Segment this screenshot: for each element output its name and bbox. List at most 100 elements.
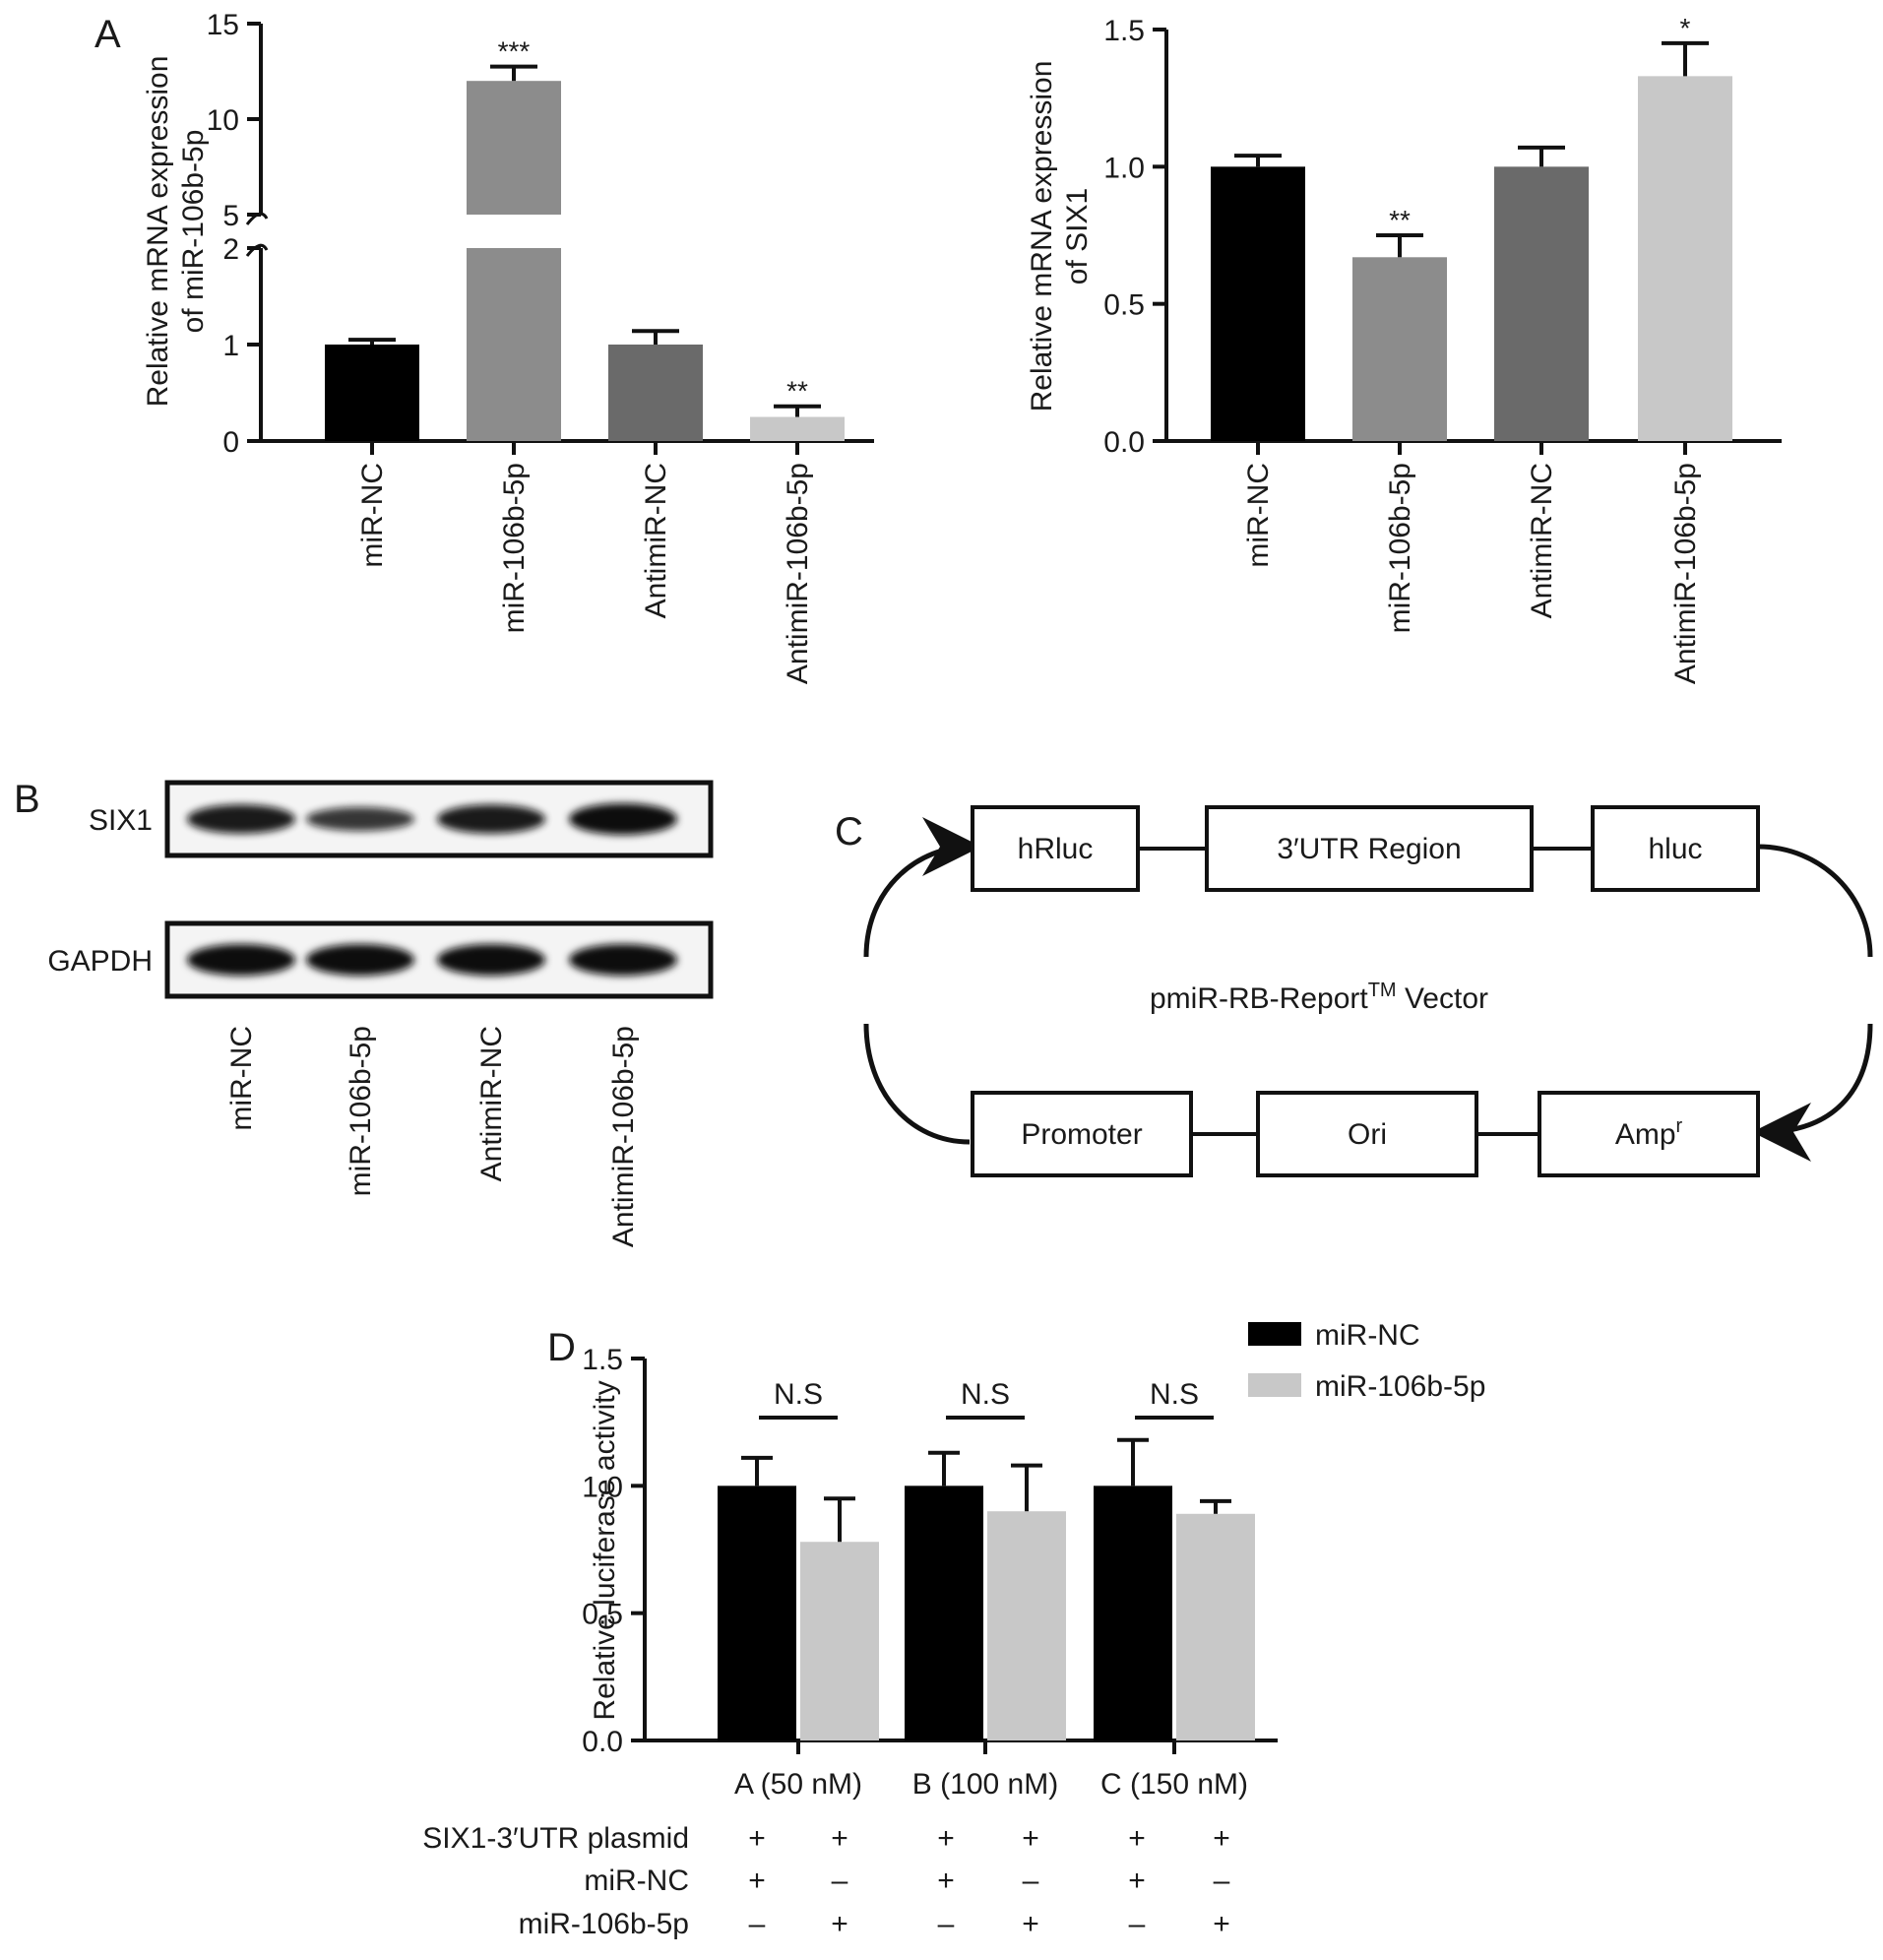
lane-label: AntimiR-106b-5p: [607, 1026, 640, 1247]
ampr-superscript: r: [1676, 1115, 1683, 1137]
table-cell: –: [1214, 1865, 1230, 1897]
y-tick-label: 1.0: [1103, 152, 1145, 184]
table-cell: +: [748, 1822, 766, 1855]
box-ori: [1256, 1091, 1478, 1177]
y-tick-label: 1.5: [1103, 15, 1145, 47]
legend-label: miR-NC: [1315, 1319, 1420, 1352]
y-tick-label: 2: [222, 233, 239, 266]
table-row-label: miR-NC: [584, 1865, 689, 1897]
table-cell: –: [1129, 1908, 1146, 1940]
significance-marker: *: [1680, 13, 1691, 43]
treatment-table: SIX1-3′UTR plasmid + + + + + + miR-NC + – + – + – miR-…: [422, 1822, 1229, 1940]
y-axis-label-line: of SIX1: [1061, 188, 1094, 285]
chart-mir106b-expression: 0 1 25 10 15 Relative mRNA expression of miR-1…: [142, 9, 874, 684]
protein-band: [437, 944, 545, 976]
vector-caption-tm: TM: [1368, 980, 1397, 1001]
legend-swatch: [1248, 1373, 1301, 1397]
table-cell: +: [937, 1822, 955, 1855]
bar: [1211, 166, 1305, 442]
box-3utr-region-label: 3′UTR Region: [1277, 833, 1461, 865]
box-hluc: [1591, 805, 1760, 892]
loop-arc-top-right: [1757, 844, 1873, 958]
y-axis-label: Relative luciferase activity: [589, 1380, 621, 1720]
blot-row-label: GAPDH: [47, 945, 153, 978]
bar: [1094, 1486, 1172, 1740]
y-tick-label: 0.5: [582, 1599, 623, 1631]
table-row-label: miR-106b-5p: [519, 1908, 689, 1940]
bar: [718, 1486, 796, 1740]
legend-label: miR-106b-5p: [1315, 1370, 1485, 1403]
protein-band: [306, 944, 414, 976]
y-tick-label: 0.0: [1103, 426, 1145, 459]
protein-band: [306, 806, 414, 832]
bar: [1494, 166, 1589, 442]
bar: [987, 1511, 1066, 1740]
significance-label: N.S: [961, 1378, 1010, 1411]
y-axis-label-line: of miR-106b-5p: [177, 130, 210, 334]
box-hrluc-label: hRluc: [1018, 833, 1094, 865]
bar: [1638, 76, 1732, 441]
lane-label: AntimiR-NC: [475, 1026, 508, 1181]
protein-band: [569, 803, 677, 835]
table-row-label: SIX1-3′UTR plasmid: [422, 1822, 689, 1855]
x-tick-label: A (50 nM): [734, 1768, 862, 1801]
lane-label: miR-106b-5p: [345, 1026, 377, 1196]
panel-label-a: A: [94, 13, 121, 56]
box-ori-label: Ori: [1348, 1118, 1387, 1151]
lane-label: miR-NC: [225, 1026, 258, 1131]
panel-label-d: D: [547, 1326, 576, 1369]
bar: [608, 345, 703, 441]
bar: [750, 416, 845, 441]
y-tick-label: 5: [222, 200, 239, 232]
box-ampr: [1538, 1091, 1760, 1177]
x-tick-label: miR-106b-5p: [498, 463, 531, 633]
loop-arc-top-left: [863, 817, 981, 958]
x-tick-label: AntimiR-106b-5p: [782, 463, 814, 684]
x-tick-label: miR-NC: [1242, 463, 1275, 568]
box-3utr-region: [1205, 805, 1534, 892]
y-axis-label: Relative mRNA expression of SIX1: [1026, 61, 1094, 412]
x-tick-label: B (100 nM): [912, 1768, 1058, 1801]
panel-label-b: B: [14, 778, 40, 821]
bar: [905, 1486, 983, 1740]
y-tick-label: 0: [222, 426, 239, 459]
table-cell: +: [1022, 1822, 1039, 1855]
bar-lower-segment: [467, 248, 561, 441]
table-cell: +: [1128, 1865, 1146, 1897]
table-cell: +: [937, 1865, 955, 1897]
vector-caption-main: pmiR-RB-Report: [1150, 982, 1368, 1015]
significance-marker: ***: [498, 36, 531, 67]
panel-label-c: C: [835, 810, 863, 854]
protein-band: [187, 804, 295, 834]
box-promoter: [971, 1091, 1193, 1177]
box-hluc-label: hluc: [1648, 833, 1702, 865]
x-tick-label: miR-NC: [356, 463, 389, 568]
table-cell: –: [938, 1908, 955, 1940]
y-axis-label-line: Relative mRNA expression: [1026, 61, 1058, 412]
table-cell: –: [832, 1865, 848, 1897]
y-tick-label: 1: [222, 330, 239, 362]
chart-luciferase-activity: 0.0 0.5 1.0 1.5 Relative luciferase activity…: [582, 1319, 1485, 1801]
y-axis-label: Relative mRNA expression of miR-106b-5p: [142, 56, 210, 408]
table-cell: +: [831, 1908, 848, 1940]
protein-band: [187, 944, 295, 976]
box-ampr-label: Ampr: [1615, 1115, 1683, 1151]
y-tick-label: 1.0: [582, 1471, 623, 1503]
table-cell: –: [749, 1908, 766, 1940]
box-promoter-label: Promoter: [1021, 1118, 1142, 1151]
ampr-text: Amp: [1615, 1118, 1676, 1151]
protein-band: [569, 944, 677, 976]
loop-arc-bottom-left: [863, 1023, 971, 1145]
table-cell: –: [1023, 1865, 1039, 1897]
loop-arc-bottom-right: [1752, 1023, 1873, 1162]
y-tick-label: 0.5: [1103, 289, 1145, 322]
protein-band: [437, 804, 545, 834]
significance-label: N.S: [774, 1378, 823, 1411]
y-tick-label: 15: [207, 9, 239, 41]
legend-swatch: [1248, 1322, 1301, 1346]
x-tick-label: C (150 nM): [1100, 1768, 1248, 1801]
table-cell: +: [1022, 1908, 1039, 1940]
chart-six1-expression: 0.0 0.5 1.0 1.5 Relative mRNA expression of S…: [1026, 13, 1782, 684]
table-cell: +: [1128, 1822, 1146, 1855]
